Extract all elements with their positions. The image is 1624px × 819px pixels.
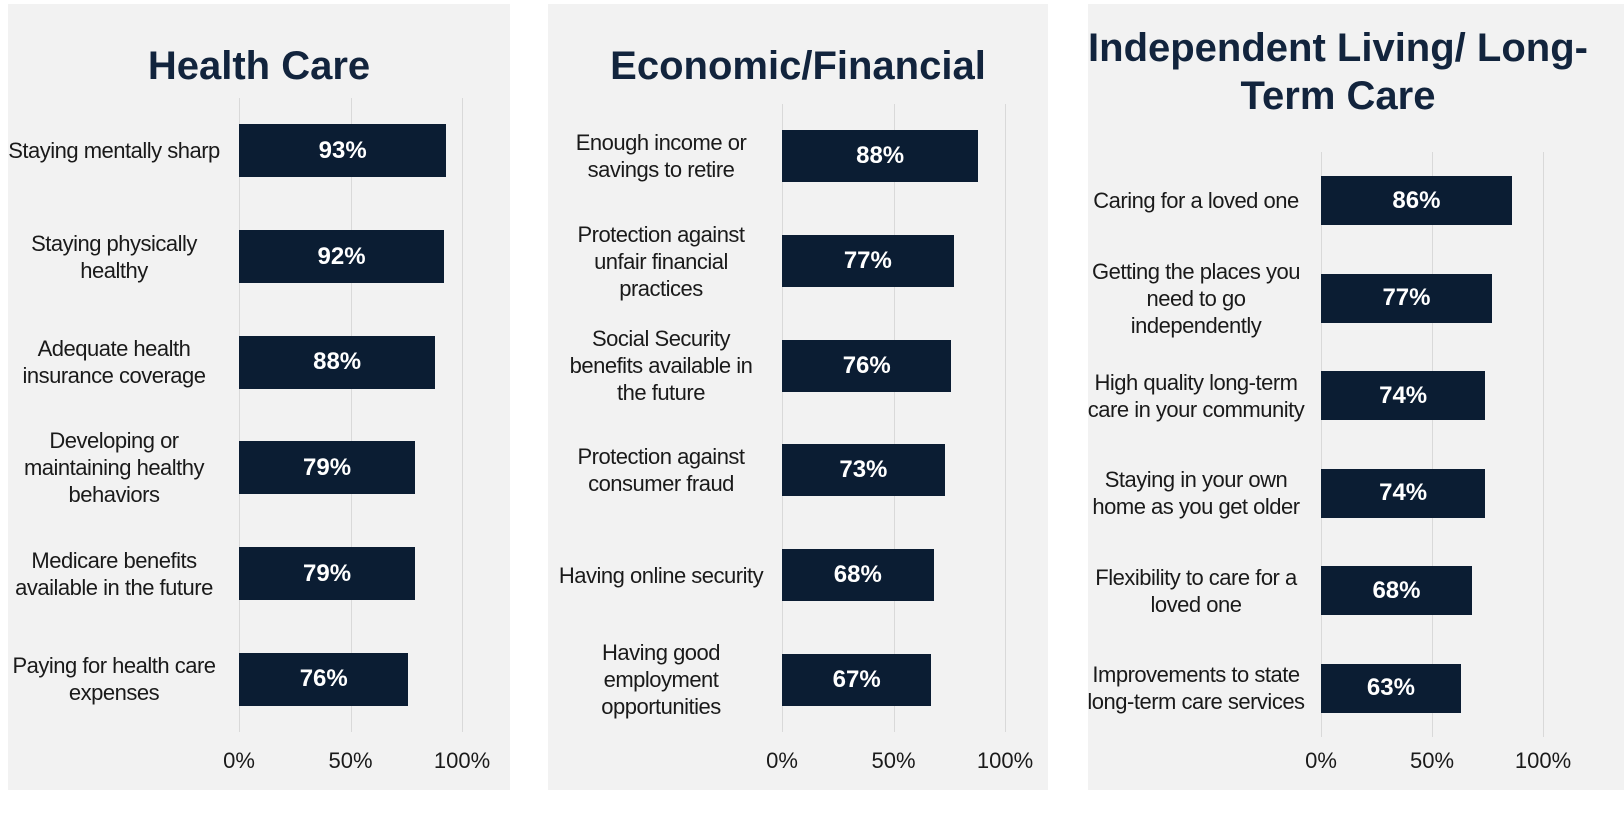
bar [782, 130, 979, 183]
value-label: 63% [1366, 674, 1415, 702]
chart-title: Health Care [147, 44, 371, 88]
value-label: 93% [318, 136, 367, 164]
category-label: Staying physically healthy [31, 230, 197, 283]
bar [782, 548, 934, 602]
value-label: 67% [832, 665, 881, 693]
category-label: Protection against consumer fraud [577, 444, 745, 497]
bar [1321, 468, 1486, 518]
bar [1321, 663, 1461, 713]
chart-title: Independent Living/ Long-Term Care [1088, 26, 1588, 118]
category-label: Developing or maintaining healthy behavi… [23, 428, 205, 508]
category-label: Adequate health insurance coverage [22, 336, 206, 389]
grid-line [1543, 152, 1544, 737]
x-tick-label: 100% [1514, 748, 1572, 773]
x-tick-label: 0% [223, 748, 255, 773]
category-label: Social Security benefits available in th… [569, 326, 753, 406]
value-label: 74% [1379, 381, 1428, 409]
category-label: High quality long-term care in your comm… [1087, 369, 1305, 422]
value-label: 77% [1382, 284, 1431, 312]
bar [1321, 371, 1486, 421]
x-tick-label: 0% [1305, 748, 1337, 773]
value-label: 76% [299, 665, 348, 693]
x-tick-label: 100% [976, 748, 1034, 773]
value-label: 86% [1392, 186, 1441, 214]
category-label: Caring for a loved one [1093, 188, 1299, 214]
grid-line [893, 104, 895, 732]
grid-line [782, 104, 783, 732]
x-tick-label: 50% [328, 748, 373, 773]
category-label: Flexibility to care for a loved one [1095, 564, 1297, 617]
bar [782, 653, 932, 706]
bar [1321, 273, 1492, 323]
value-label: 79% [303, 559, 352, 587]
value-label: 68% [1372, 576, 1421, 604]
value-label: 74% [1379, 479, 1428, 507]
bar [1321, 176, 1512, 226]
value-label: 79% [303, 453, 352, 481]
grid-line [1005, 104, 1006, 732]
chart-panel: Health Care 0% 50% 100% Staying mentally sha… [8, 4, 510, 790]
category-label: Enough income or savings to retire [575, 130, 747, 183]
bar [239, 441, 416, 495]
value-label: 88% [313, 348, 362, 376]
chart-panel: Economic/Financial 0% 50% 100% Enough income… [548, 4, 1048, 790]
value-label: 77% [843, 247, 892, 274]
category-label: Paying for health care expenses [12, 653, 216, 706]
category-label: Staying mentally sharp [8, 138, 220, 164]
grid-line [239, 98, 240, 732]
category-label: Having good employment opportunities [601, 640, 721, 720]
category-label: Having online security [558, 562, 764, 588]
chart-panel: Independent Living/ Long-Term Care 0% 50% 1… [1087, 4, 1624, 790]
bar [782, 444, 945, 497]
value-label: 76% [842, 351, 891, 379]
category-label: Improvements to state long-term care ser… [1087, 662, 1305, 715]
x-tick-label: 50% [1409, 748, 1455, 773]
x-tick-label: 50% [871, 748, 916, 773]
value-label: 88% [856, 142, 905, 170]
bar [782, 339, 952, 392]
grid-line [1321, 152, 1322, 737]
category-label: Getting the places you need to go indepe… [1092, 258, 1300, 338]
bar [239, 124, 447, 178]
bar [239, 230, 445, 283]
value-label: 68% [833, 561, 882, 588]
grid-line [462, 98, 463, 732]
grid-line [350, 98, 352, 732]
bar [239, 652, 409, 706]
category-label: Protection against unfair financial prac… [577, 221, 745, 301]
value-label: 92% [317, 242, 366, 270]
bar [239, 547, 416, 600]
category-label: Medicare benefits available in the futur… [15, 547, 213, 600]
category-label: Staying in your own home as you get olde… [1092, 467, 1300, 520]
bar [782, 234, 954, 288]
grid-line [1432, 152, 1433, 737]
bar [1321, 566, 1472, 616]
chart-title: Economic/Financial [610, 44, 986, 88]
x-tick-label: 100% [433, 748, 491, 773]
x-tick-label: 0% [766, 748, 798, 773]
bar [239, 335, 436, 389]
value-label: 73% [839, 456, 888, 484]
